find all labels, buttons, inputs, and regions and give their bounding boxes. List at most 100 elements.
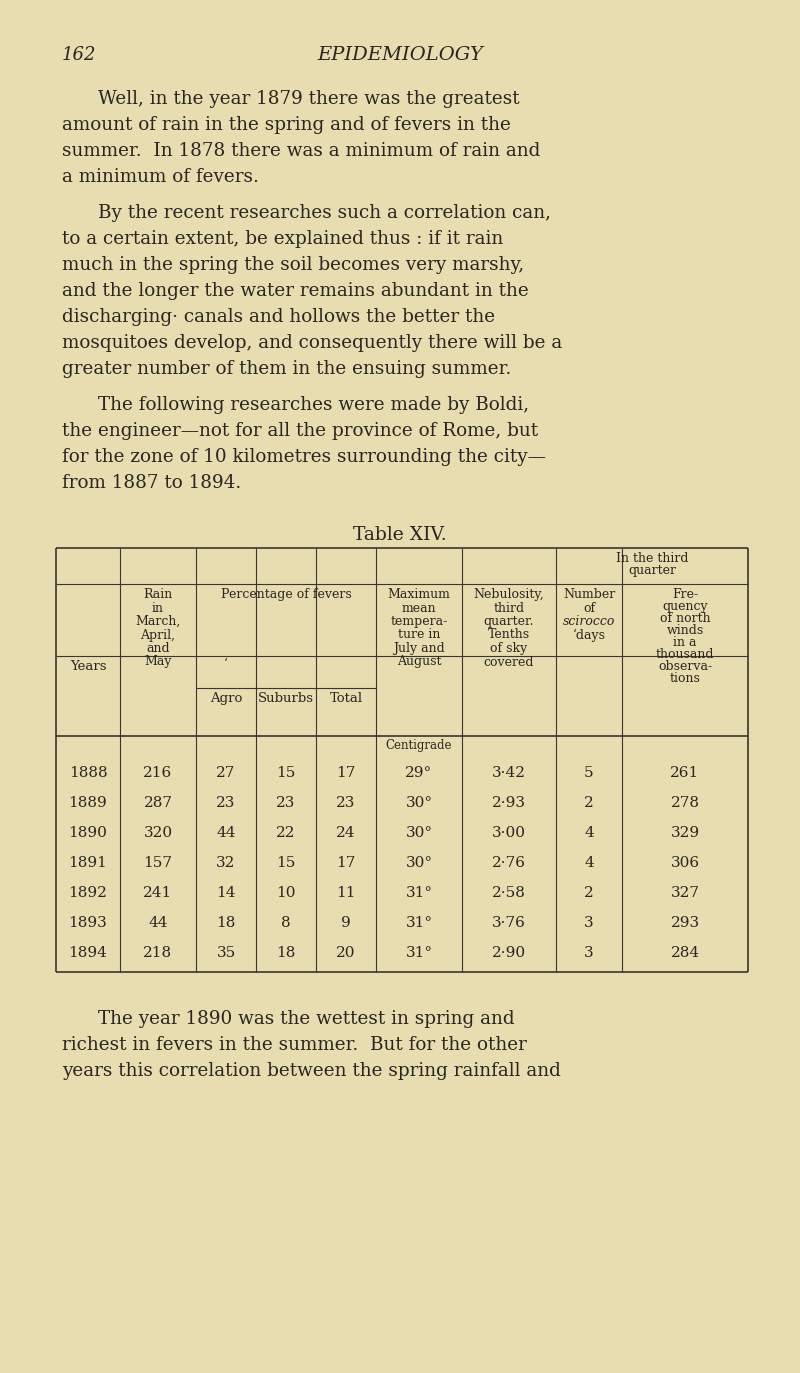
Text: 18: 18: [216, 916, 236, 930]
Text: amount of rain in the spring and of fevers in the: amount of rain in the spring and of feve…: [62, 115, 511, 135]
Text: 4: 4: [584, 827, 594, 840]
Text: ‘: ‘: [224, 658, 228, 671]
Text: 22: 22: [276, 827, 296, 840]
Text: 44: 44: [216, 827, 236, 840]
Text: Well, in the year 1879 there was the greatest: Well, in the year 1879 there was the gre…: [98, 91, 520, 108]
Text: 218: 218: [143, 946, 173, 960]
Text: 31°: 31°: [406, 886, 433, 899]
Text: 30°: 30°: [406, 855, 433, 870]
Text: By the recent researches such a correlation can,: By the recent researches such a correlat…: [98, 205, 551, 222]
Text: ture in: ture in: [398, 629, 440, 641]
Text: mosquitoes develop, and consequently there will be a: mosquitoes develop, and consequently the…: [62, 334, 562, 351]
Text: 278: 278: [670, 796, 699, 810]
Text: 44: 44: [148, 916, 168, 930]
Text: 2: 2: [584, 796, 594, 810]
Text: 241: 241: [143, 886, 173, 899]
Text: March,: March,: [135, 615, 181, 627]
Text: observa-: observa-: [658, 660, 712, 673]
Text: 162: 162: [62, 47, 97, 65]
Text: 30°: 30°: [406, 827, 433, 840]
Text: 9: 9: [341, 916, 351, 930]
Text: summer.  In 1878 there was a minimum of rain and: summer. In 1878 there was a minimum of r…: [62, 141, 540, 161]
Text: 1888: 1888: [69, 766, 107, 780]
Text: third: third: [494, 601, 525, 615]
Text: tions: tions: [670, 671, 701, 685]
Text: quency: quency: [662, 600, 708, 612]
Text: 216: 216: [143, 766, 173, 780]
Text: 2: 2: [584, 886, 594, 899]
Text: 3·00: 3·00: [492, 827, 526, 840]
Text: The year 1890 was the wettest in spring and: The year 1890 was the wettest in spring …: [98, 1011, 514, 1028]
Text: 320: 320: [143, 827, 173, 840]
Text: The following researches were made by Boldi,: The following researches were made by Bo…: [98, 395, 529, 415]
Text: Maximum: Maximum: [387, 588, 450, 601]
Text: 2·58: 2·58: [492, 886, 526, 899]
Text: May: May: [144, 655, 172, 669]
Text: Table XIV.: Table XIV.: [353, 526, 447, 544]
Text: 10: 10: [276, 886, 296, 899]
Text: 23: 23: [276, 796, 296, 810]
Text: of: of: [583, 601, 595, 615]
Text: and: and: [146, 643, 170, 655]
Text: much in the spring the soil becomes very marshy,: much in the spring the soil becomes very…: [62, 255, 524, 275]
Text: mean: mean: [402, 601, 436, 615]
Text: July and: July and: [393, 643, 445, 655]
Text: of north: of north: [660, 612, 710, 625]
Text: Years: Years: [70, 660, 106, 673]
Text: 8: 8: [281, 916, 291, 930]
Text: Rain: Rain: [143, 588, 173, 601]
Text: Fre-: Fre-: [672, 588, 698, 601]
Text: 1894: 1894: [69, 946, 107, 960]
Text: in: in: [152, 601, 164, 615]
Text: 1892: 1892: [69, 886, 107, 899]
Text: 23: 23: [336, 796, 356, 810]
Text: covered: covered: [484, 655, 534, 669]
Text: years this correlation between the spring rainfall and: years this correlation between the sprin…: [62, 1061, 561, 1081]
Text: 2·76: 2·76: [492, 855, 526, 870]
Text: Tenths: Tenths: [488, 629, 530, 641]
Text: in a: in a: [674, 636, 697, 649]
Text: to a certain extent, be explained thus : if it rain: to a certain extent, be explained thus :…: [62, 231, 503, 249]
Text: April,: April,: [141, 629, 175, 641]
Text: from 1887 to 1894.: from 1887 to 1894.: [62, 474, 242, 492]
Text: Suburbs: Suburbs: [258, 692, 314, 704]
Text: 1890: 1890: [69, 827, 107, 840]
Text: for the zone of 10 kilometres surrounding the city—: for the zone of 10 kilometres surroundin…: [62, 448, 546, 465]
Text: a minimum of fevers.: a minimum of fevers.: [62, 168, 259, 185]
Text: 15: 15: [276, 766, 296, 780]
Text: 27: 27: [216, 766, 236, 780]
Text: 1891: 1891: [69, 855, 107, 870]
Text: 17: 17: [336, 855, 356, 870]
Text: 2·93: 2·93: [492, 796, 526, 810]
Text: 1893: 1893: [69, 916, 107, 930]
Text: richest in fevers in the summer.  But for the other: richest in fevers in the summer. But for…: [62, 1037, 527, 1054]
Text: EPIDEMIOLOGY: EPIDEMIOLOGY: [317, 47, 483, 65]
Text: 31°: 31°: [406, 916, 433, 930]
Text: 29°: 29°: [406, 766, 433, 780]
Text: 5: 5: [584, 766, 594, 780]
Text: 329: 329: [670, 827, 699, 840]
Text: 3: 3: [584, 946, 594, 960]
Text: thousand: thousand: [656, 648, 714, 660]
Text: 4: 4: [584, 855, 594, 870]
Text: 11: 11: [336, 886, 356, 899]
Text: 3·42: 3·42: [492, 766, 526, 780]
Text: tempera-: tempera-: [390, 615, 448, 627]
Text: 3: 3: [584, 916, 594, 930]
Text: August: August: [397, 655, 442, 669]
Text: 306: 306: [670, 855, 699, 870]
Text: 31°: 31°: [406, 946, 433, 960]
Text: 35: 35: [216, 946, 236, 960]
Text: 284: 284: [670, 946, 699, 960]
Text: 20: 20: [336, 946, 356, 960]
Text: Agro: Agro: [210, 692, 242, 704]
Text: discharging· canals and hollows the better the: discharging· canals and hollows the bett…: [62, 308, 495, 325]
Text: greater number of them in the ensuing summer.: greater number of them in the ensuing su…: [62, 360, 511, 378]
Text: the engineer—not for all the province of Rome, but: the engineer—not for all the province of…: [62, 422, 538, 439]
Text: quarter.: quarter.: [484, 615, 534, 627]
Text: 15: 15: [276, 855, 296, 870]
Text: 157: 157: [143, 855, 173, 870]
Text: 287: 287: [143, 796, 173, 810]
Text: Nebulosity,: Nebulosity,: [474, 588, 544, 601]
Text: 14: 14: [216, 886, 236, 899]
